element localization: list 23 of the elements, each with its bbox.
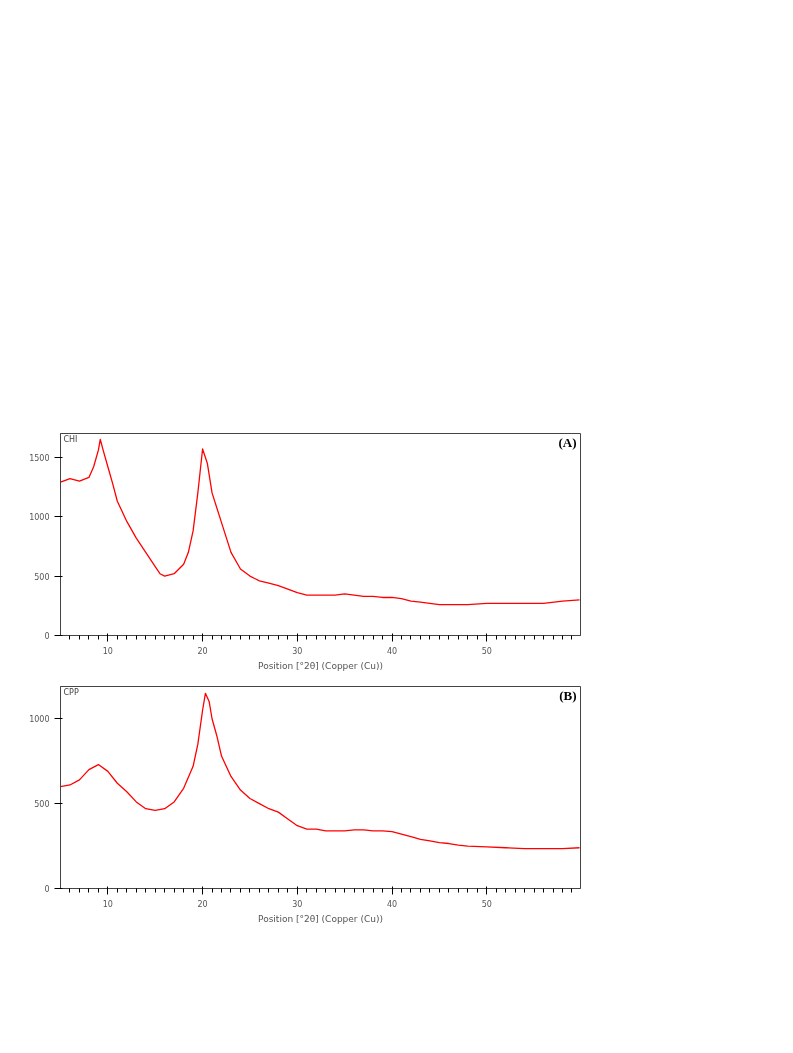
x-tick-label: 20 (197, 899, 208, 909)
annotation: CPP (63, 687, 79, 697)
x-tick-label: 30 (292, 899, 303, 909)
x-tick-label: 50 (481, 646, 492, 656)
x-tick-label: 30 (292, 646, 303, 656)
annotation: CHI (63, 434, 78, 444)
annotation: (B) (559, 687, 577, 703)
x-axis-title: Position [°2θ] (Copper (Cu)) (258, 913, 383, 924)
y-tick-label: 0 (44, 632, 50, 641)
y-tick-label: 1000 (29, 513, 50, 523)
annotation: (A) (558, 434, 577, 450)
x-tick-label: 10 (102, 899, 113, 909)
x-tick-label: 40 (386, 899, 398, 909)
y-tick-label: 500 (34, 800, 50, 810)
y-tick-label: 1000 (29, 715, 50, 725)
x-tick-label: 20 (197, 646, 208, 656)
y-tick-label: 1500 (29, 453, 50, 463)
x-tick-label: 50 (481, 899, 492, 909)
x-tick-label: 10 (102, 646, 113, 656)
y-tick-label: 500 (34, 572, 50, 582)
x-axis-title: Position [°2θ] (Copper (Cu)) (258, 660, 383, 671)
y-tick-label: 0 (44, 885, 50, 894)
x-tick-label: 40 (386, 646, 398, 656)
